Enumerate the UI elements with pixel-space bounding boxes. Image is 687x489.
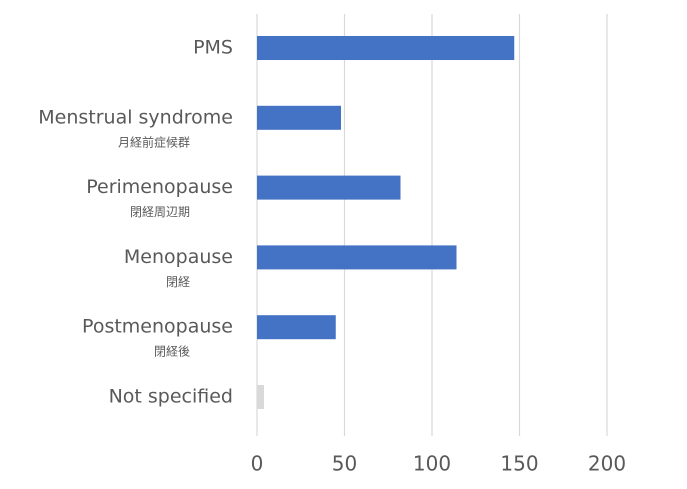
x-tick-label: 200 (588, 452, 626, 476)
y-tick-sublabel: 閉経後 (154, 345, 190, 359)
bar (257, 36, 515, 60)
bar (257, 245, 457, 270)
y-tick-label: Postmenopause (82, 316, 233, 338)
x-tick-label: 0 (251, 452, 264, 476)
y-tick-sublabel: 閉経周辺期 (130, 205, 190, 219)
y-tick-label: Menstrual syndrome (38, 106, 233, 128)
y-tick-label: Perimenopause (86, 176, 233, 198)
bar (257, 315, 336, 340)
x-tick-label: 100 (413, 452, 451, 476)
x-tick-label: 50 (332, 452, 357, 476)
bar (257, 385, 264, 409)
bar (257, 175, 401, 200)
bar (257, 105, 341, 130)
y-tick-sublabel: 月経前症候群 (118, 134, 190, 149)
y-tick-sublabel: 閉経 (166, 275, 190, 289)
x-tick-label: 150 (500, 452, 538, 476)
y-tick-label: Not specified (109, 386, 233, 408)
y-tick-label: Menopause (124, 246, 233, 268)
y-tick-label: PMS (193, 37, 233, 59)
